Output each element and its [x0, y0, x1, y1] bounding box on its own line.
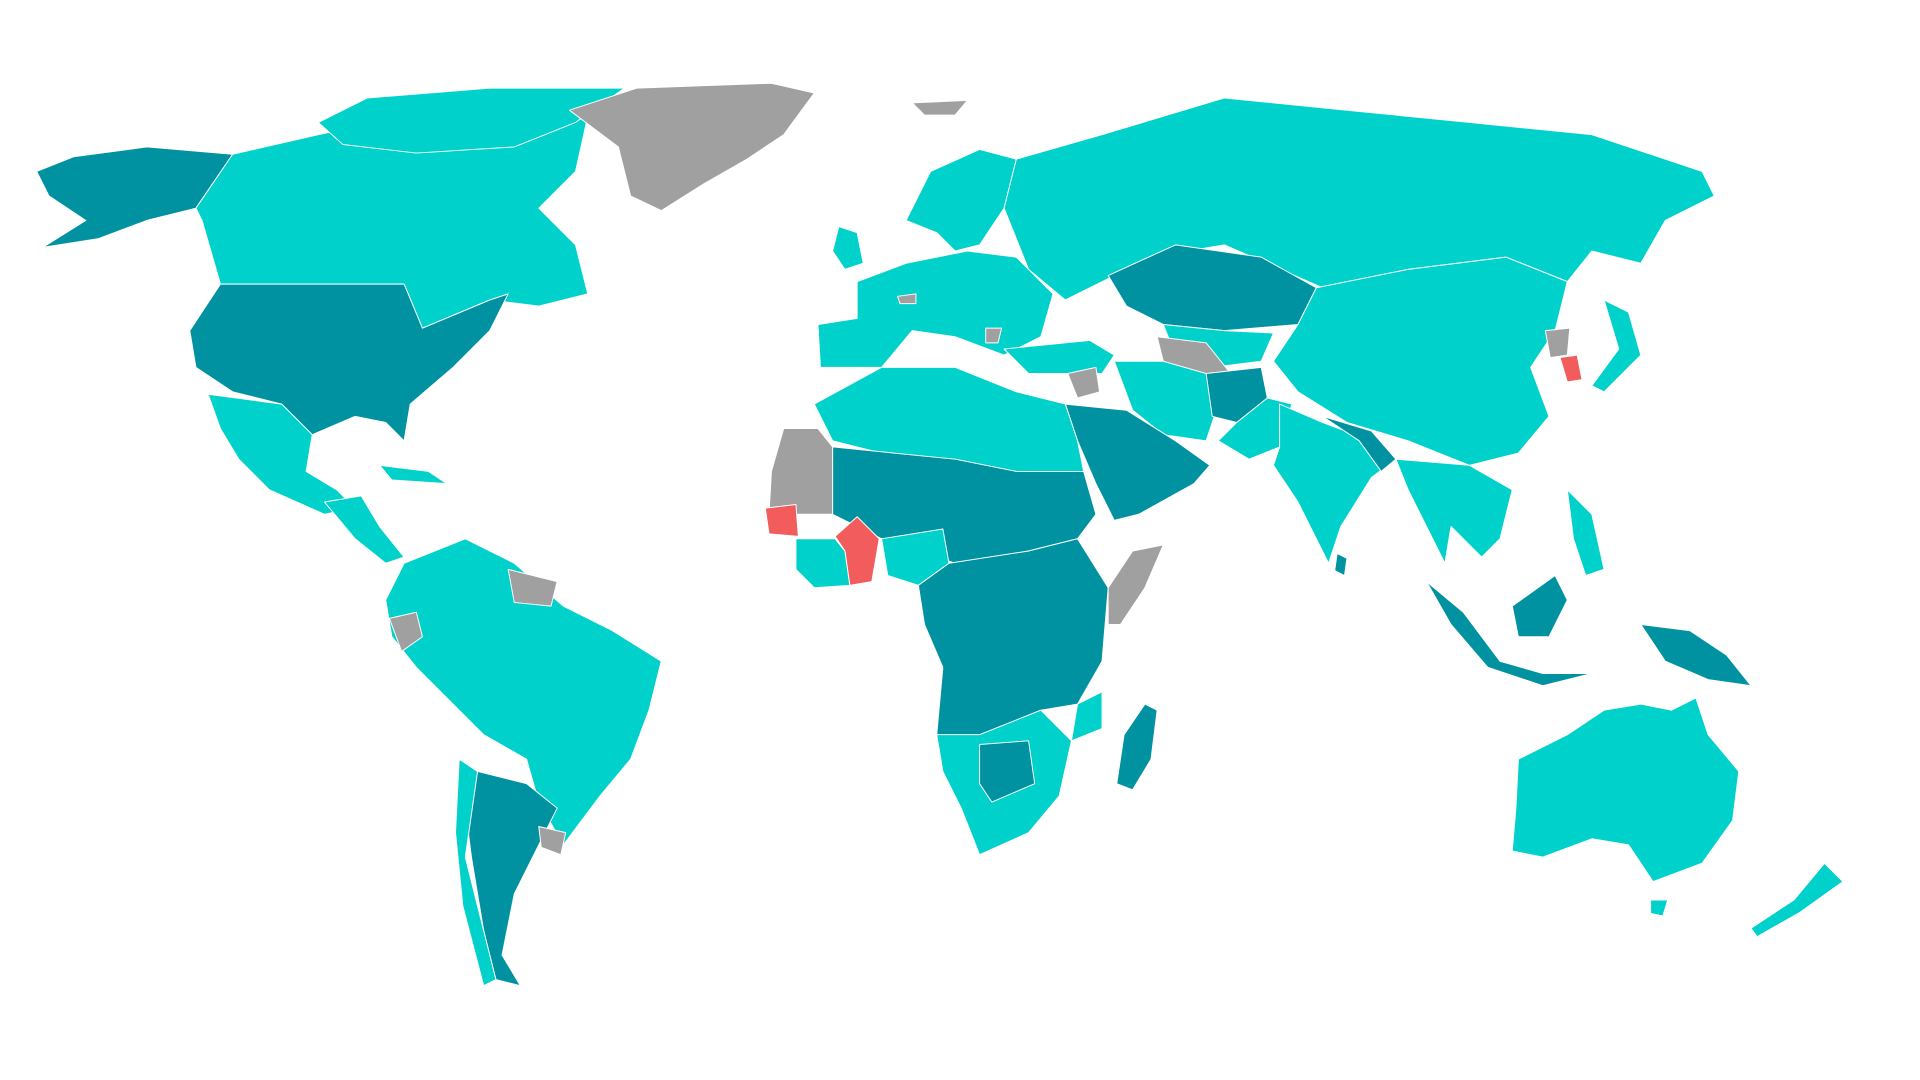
- region-scandinavia[interactable]: [905, 148, 1017, 252]
- region-botswana-zimbabwe[interactable]: [979, 740, 1036, 803]
- region-indonesia[interactable]: [1426, 581, 1593, 687]
- region-southeast-asia[interactable]: [1395, 458, 1513, 564]
- region-papua[interactable]: [1640, 624, 1752, 687]
- region-west-africa-coast[interactable]: [795, 538, 851, 589]
- region-arabia[interactable]: [1064, 403, 1211, 521]
- region-canada-islands[interactable]: [317, 87, 625, 154]
- region-guianas[interactable]: [507, 568, 558, 607]
- region-argentina[interactable]: [464, 770, 558, 987]
- region-sri-lanka[interactable]: [1334, 552, 1348, 576]
- region-russia[interactable]: [1003, 97, 1715, 301]
- region-uk[interactable]: [832, 226, 864, 270]
- region-cuba[interactable]: [379, 464, 448, 485]
- region-borneo[interactable]: [1511, 575, 1568, 638]
- region-ecuador[interactable]: [388, 611, 423, 652]
- region-turkey[interactable]: [1003, 339, 1115, 374]
- region-east-africa-coast[interactable]: [1070, 691, 1103, 742]
- region-south-america-north[interactable]: [385, 538, 662, 846]
- region-western-sahara-mauritania[interactable]: [768, 428, 834, 515]
- region-australia[interactable]: [1511, 697, 1740, 883]
- region-senegal[interactable]: [764, 504, 799, 537]
- region-bangladesh-nepal[interactable]: [1321, 415, 1397, 472]
- region-north-korea[interactable]: [1544, 327, 1571, 359]
- region-south-korea[interactable]: [1559, 354, 1583, 383]
- region-central-america[interactable]: [324, 495, 405, 564]
- region-madagascar[interactable]: [1116, 703, 1158, 791]
- region-iceland[interactable]: [911, 99, 968, 116]
- region-alaska[interactable]: [36, 146, 234, 248]
- region-horn-of-africa[interactable]: [1107, 544, 1164, 625]
- region-iran[interactable]: [1113, 360, 1219, 442]
- region-serbia[interactable]: [985, 327, 1003, 344]
- region-new-zealand[interactable]: [1750, 862, 1844, 938]
- region-tasmania[interactable]: [1650, 899, 1669, 917]
- region-switzerland[interactable]: [897, 293, 917, 305]
- region-chile[interactable]: [455, 758, 497, 987]
- region-china-mongolia[interactable]: [1272, 256, 1568, 466]
- region-philippines[interactable]: [1566, 489, 1605, 576]
- region-uruguay[interactable]: [538, 826, 567, 856]
- region-greenland[interactable]: [568, 82, 815, 212]
- region-usa[interactable]: [189, 283, 509, 442]
- region-japan[interactable]: [1591, 299, 1642, 393]
- region-levant[interactable]: [1067, 366, 1101, 399]
